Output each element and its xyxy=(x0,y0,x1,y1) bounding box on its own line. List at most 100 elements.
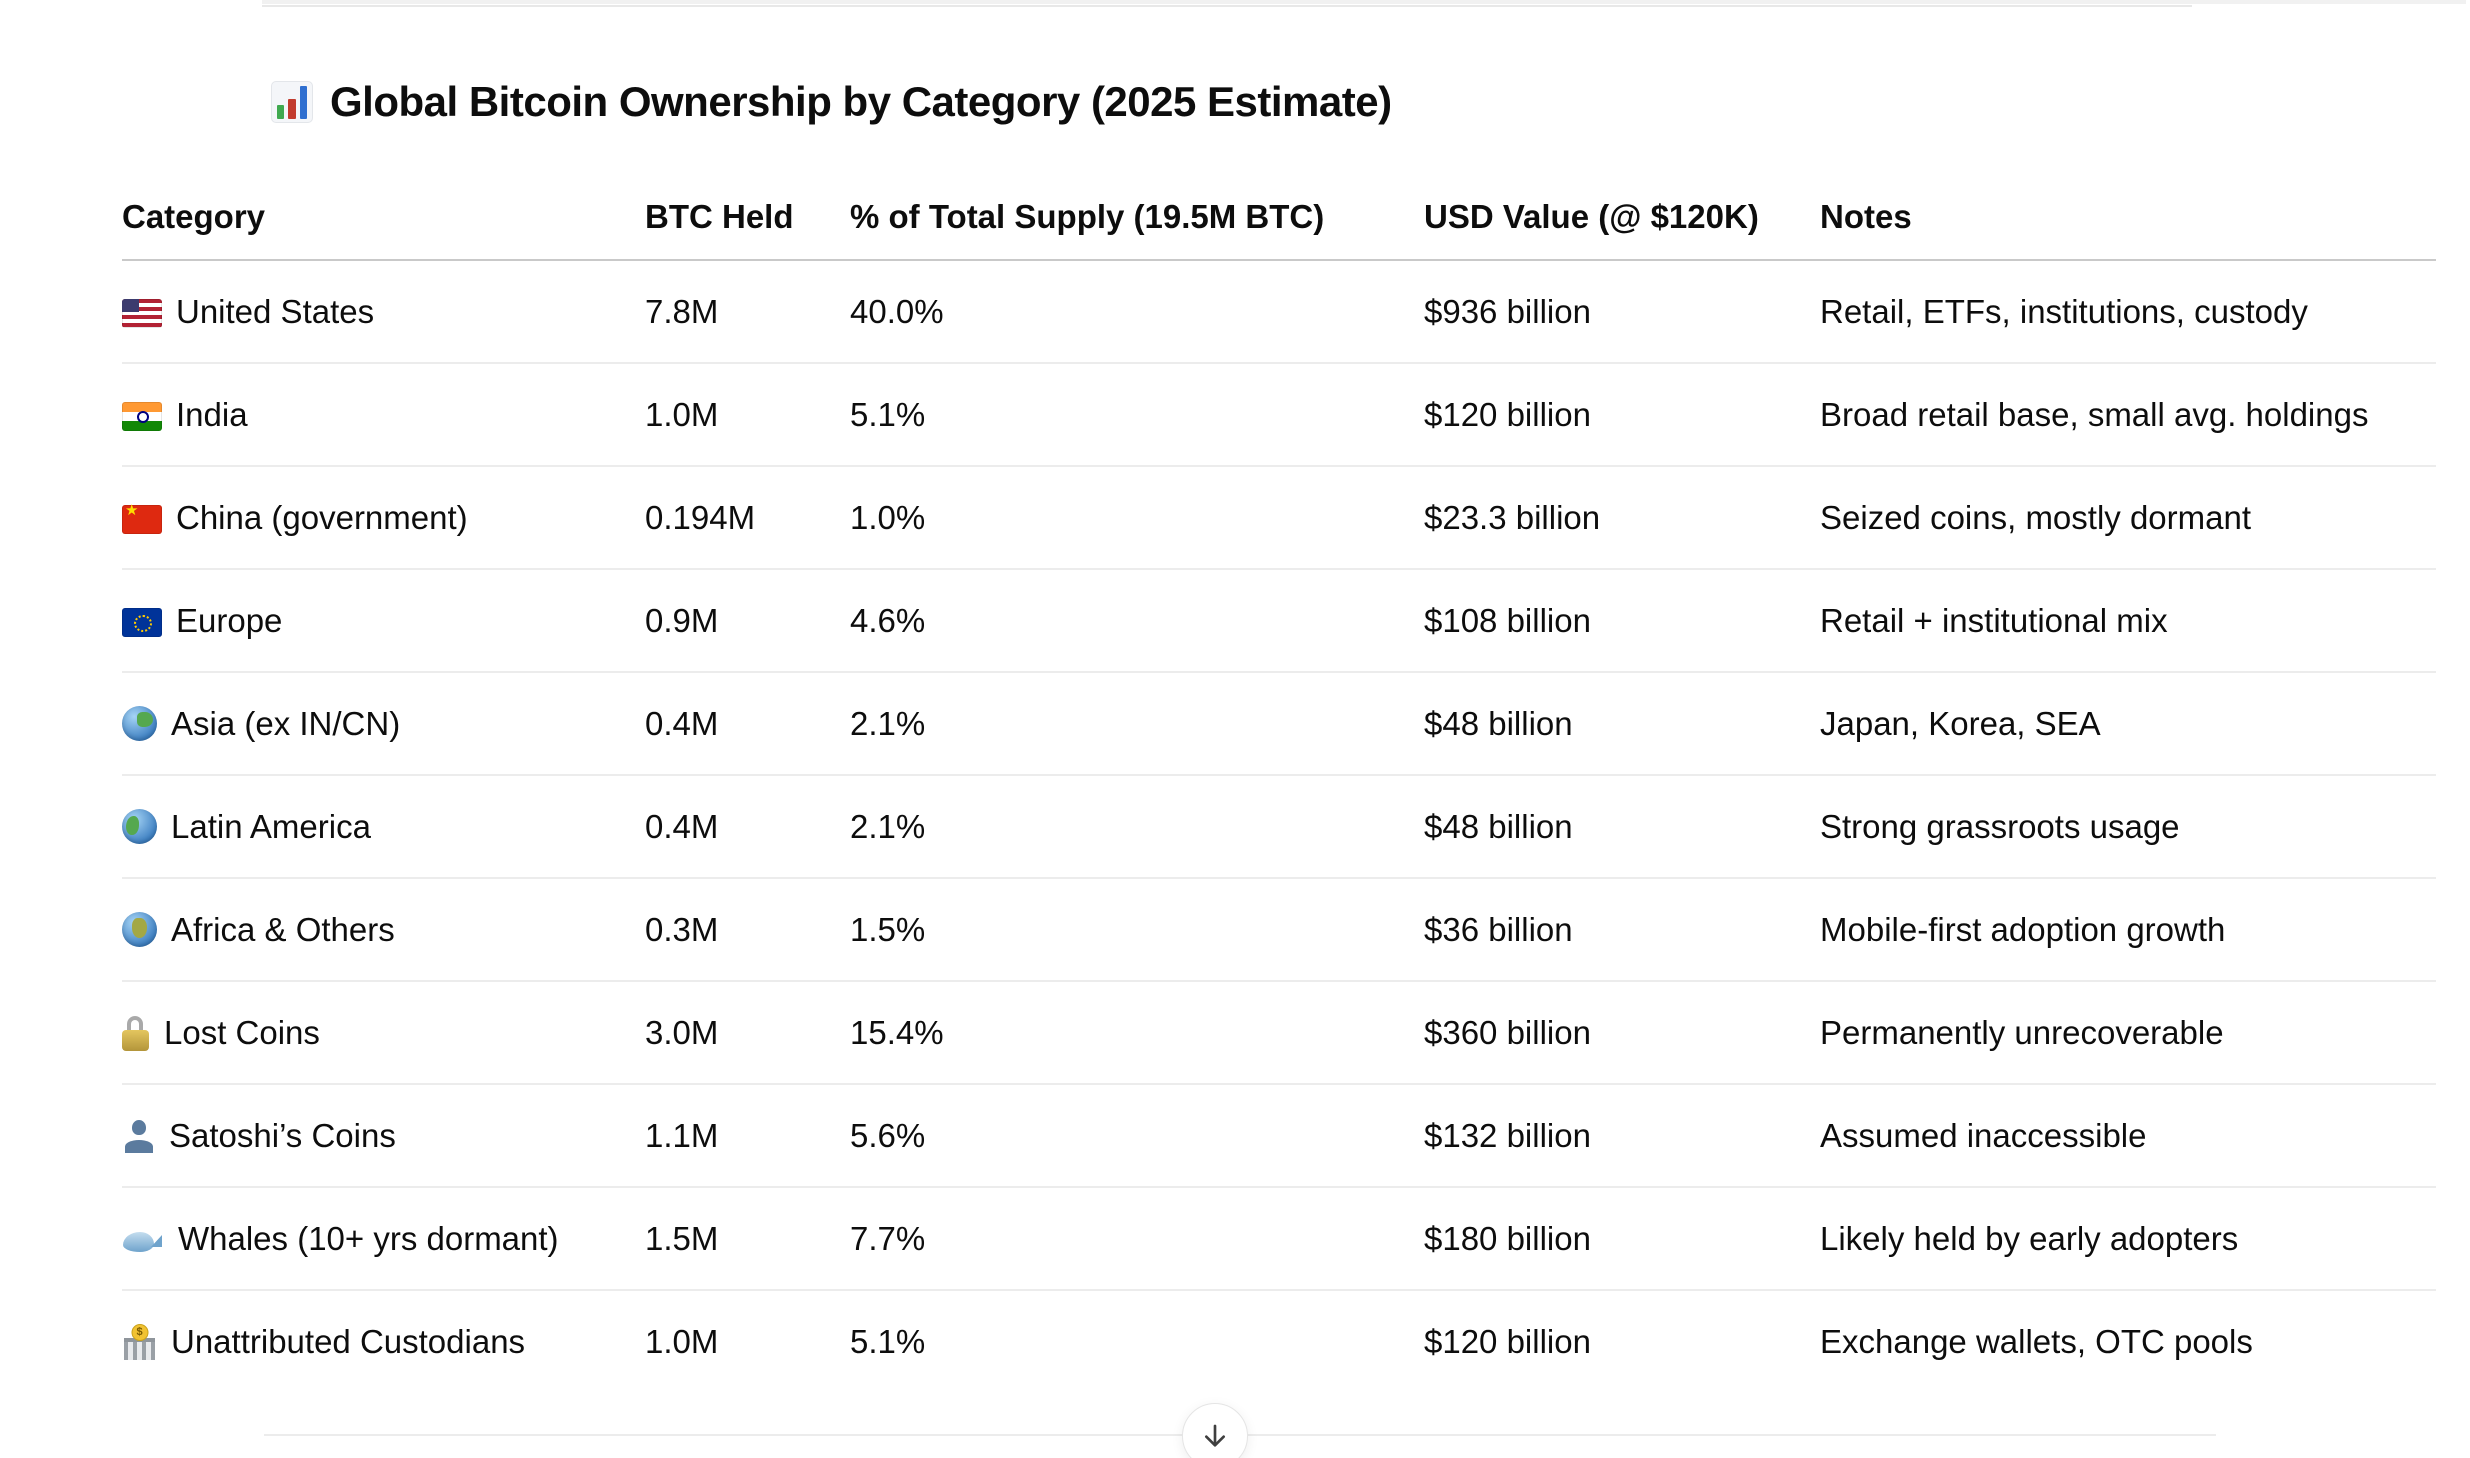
top-divider-hairline xyxy=(262,5,2192,7)
col-header-usd-value: USD Value (@ $120K) xyxy=(1424,198,1759,235)
usd-value-cell: $120 billion xyxy=(1424,395,1591,433)
btc-held-cell: 1.0M xyxy=(645,1322,719,1360)
bitcoin-ownership-table: Category BTC Held % of Total Supply (19.… xyxy=(122,175,2436,1392)
lock-icon xyxy=(122,1015,150,1051)
category-label: India xyxy=(176,395,248,433)
globe-asia-icon xyxy=(122,706,157,741)
category-label: Whales (10+ yrs dormant) xyxy=(178,1219,559,1257)
btc-held-cell: 0.194M xyxy=(645,498,756,536)
flag-eu-icon xyxy=(122,607,162,637)
pct-supply-cell: 5.1% xyxy=(850,395,926,433)
notes-cell: Assumed inaccessible xyxy=(1820,1116,2147,1154)
bar-chart-icon xyxy=(271,81,313,123)
usd-value-cell: $23.3 billion xyxy=(1424,498,1601,536)
category-cell: Asia (ex IN/CN) xyxy=(122,705,645,743)
notes-cell: Retail + institutional mix xyxy=(1820,601,2168,639)
category-label: Asia (ex IN/CN) xyxy=(171,704,401,742)
table-row: Africa & Others 0.3M 1.5% $36 billion Mo… xyxy=(122,879,2436,982)
usd-value-cell: $360 billion xyxy=(1424,1013,1591,1051)
category-label: Lost Coins xyxy=(164,1013,320,1051)
pct-supply-cell: 4.6% xyxy=(850,601,926,639)
btc-held-cell: 1.1M xyxy=(645,1116,719,1154)
pct-supply-cell: 5.1% xyxy=(850,1322,926,1360)
flag-china-icon xyxy=(122,503,162,534)
usd-value-cell: $180 billion xyxy=(1424,1219,1591,1257)
col-header-notes: Notes xyxy=(1820,198,1912,235)
notes-cell: Exchange wallets, OTC pools xyxy=(1820,1322,2253,1360)
bank-icon xyxy=(122,1324,157,1360)
pct-supply-cell: 2.1% xyxy=(850,704,926,742)
btc-held-cell: 1.0M xyxy=(645,395,719,433)
pct-supply-cell: 40.0% xyxy=(850,292,944,330)
notes-cell: Seized coins, mostly dormant xyxy=(1820,498,2252,536)
table-header: Category BTC Held % of Total Supply (19.… xyxy=(122,175,2436,261)
usd-value-cell: $48 billion xyxy=(1424,704,1573,742)
table-row: Latin America 0.4M 2.1% $48 billion Stro… xyxy=(122,776,2436,879)
category-cell: Africa & Others xyxy=(122,911,645,949)
category-cell: India xyxy=(122,396,645,434)
category-label: United States xyxy=(176,292,375,330)
table-row: India 1.0M 5.1% $120 billion Broad retai… xyxy=(122,364,2436,467)
globe-africa-icon xyxy=(122,912,157,947)
table-row: Whales (10+ yrs dormant) 1.5M 7.7% $180 … xyxy=(122,1188,2436,1291)
category-cell: China (government) xyxy=(122,499,645,537)
usd-value-cell: $936 billion xyxy=(1424,292,1591,330)
category-label: Africa & Others xyxy=(171,910,395,948)
table-header-row: Category BTC Held % of Total Supply (19.… xyxy=(122,175,2436,261)
pct-supply-cell: 1.0% xyxy=(850,498,926,536)
pct-supply-cell: 1.5% xyxy=(850,910,926,948)
category-label: Europe xyxy=(176,601,283,639)
table-row: Unattributed Custodians 1.0M 5.1% $120 b… xyxy=(122,1291,2436,1392)
notes-cell: Likely held by early adopters xyxy=(1820,1219,2239,1257)
btc-held-cell: 1.5M xyxy=(645,1219,719,1257)
notes-cell: Broad retail base, small avg. holdings xyxy=(1820,395,2369,433)
category-cell: Europe xyxy=(122,602,645,640)
whale-icon xyxy=(122,1222,164,1255)
pct-supply-cell: 2.1% xyxy=(850,807,926,845)
category-cell: Satoshi’s Coins xyxy=(122,1117,645,1155)
category-cell: Latin America xyxy=(122,808,645,846)
usd-value-cell: $120 billion xyxy=(1424,1322,1591,1360)
btc-held-cell: 0.4M xyxy=(645,807,719,845)
flag-us-icon xyxy=(122,298,162,328)
table-row: China (government) 0.194M 1.0% $23.3 bil… xyxy=(122,467,2436,570)
notes-cell: Mobile-first adoption growth xyxy=(1820,910,2226,948)
notes-cell: Permanently unrecoverable xyxy=(1820,1013,2224,1051)
usd-value-cell: $132 billion xyxy=(1424,1116,1591,1154)
notes-cell: Retail, ETFs, institutions, custody xyxy=(1820,292,2308,330)
notes-cell: Japan, Korea, SEA xyxy=(1820,704,2101,742)
category-cell: Whales (10+ yrs dormant) xyxy=(122,1220,645,1258)
category-label: China (government) xyxy=(176,498,468,536)
category-cell: Lost Coins xyxy=(122,1014,645,1052)
btc-held-cell: 0.3M xyxy=(645,910,719,948)
col-header-pct-supply: % of Total Supply (19.5M BTC) xyxy=(850,198,1325,235)
table-row: Europe 0.9M 4.6% $108 billion Retail + i… xyxy=(122,570,2436,673)
flag-india-icon xyxy=(122,401,162,431)
btc-held-cell: 3.0M xyxy=(645,1013,719,1051)
table-row: United States 7.8M 40.0% $936 billion Re… xyxy=(122,261,2436,364)
col-header-category: Category xyxy=(122,198,266,235)
category-label: Unattributed Custodians xyxy=(171,1322,526,1360)
section-title-row: Global Bitcoin Ownership by Category (20… xyxy=(271,78,1392,126)
table-row: Asia (ex IN/CN) 0.4M 2.1% $48 billion Ja… xyxy=(122,673,2436,776)
btc-held-cell: 7.8M xyxy=(645,292,719,330)
category-label: Satoshi’s Coins xyxy=(169,1116,396,1154)
table-body: United States 7.8M 40.0% $936 billion Re… xyxy=(122,261,2436,1392)
page-title: Global Bitcoin Ownership by Category (20… xyxy=(330,78,1392,125)
globe-americas-icon xyxy=(122,809,157,844)
pct-supply-cell: 15.4% xyxy=(850,1013,944,1051)
btc-held-cell: 0.9M xyxy=(645,601,719,639)
category-cell: Unattributed Custodians xyxy=(122,1323,645,1361)
pct-supply-cell: 7.7% xyxy=(850,1219,926,1257)
top-divider xyxy=(262,0,2466,4)
bust-icon xyxy=(122,1118,155,1154)
btc-held-cell: 0.4M xyxy=(645,704,719,742)
usd-value-cell: $36 billion xyxy=(1424,910,1573,948)
scroll-to-bottom-button[interactable] xyxy=(1182,1403,1248,1458)
usd-value-cell: $108 billion xyxy=(1424,601,1591,639)
down-arrow-icon xyxy=(1205,1424,1225,1447)
table-row: Satoshi’s Coins 1.1M 5.6% $132 billion A… xyxy=(122,1085,2436,1188)
usd-value-cell: $48 billion xyxy=(1424,807,1573,845)
category-label: Latin America xyxy=(171,807,371,845)
